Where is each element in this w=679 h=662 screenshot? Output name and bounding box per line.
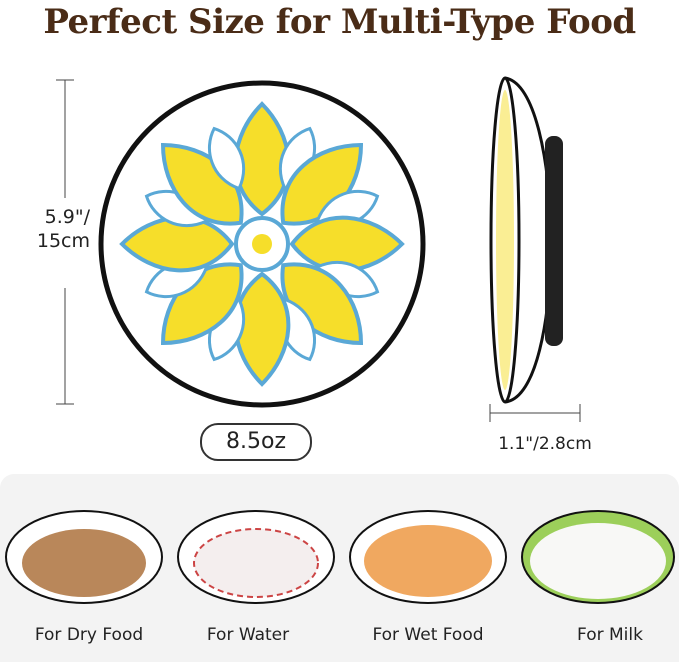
diameter-cm: 15cm [36, 230, 90, 252]
plate-side-view [489, 76, 563, 404]
diameter-dimension-line [56, 79, 74, 405]
use-label-dry-food: For Dry Food [34, 625, 144, 645]
use-label-milk: For Milk [577, 625, 643, 645]
diameter-label: 5.9"/ 15cm [20, 205, 90, 253]
height-dimension-line [489, 404, 581, 422]
plate-top-view: (function(){ const g=document.getElement… [98, 80, 426, 408]
height-label: 1.1"/2.8cm [498, 434, 592, 454]
use-label-wet-food: For Wet Food [372, 625, 484, 645]
capacity-badge: 8.5oz [200, 423, 312, 461]
milk-plate [521, 510, 675, 604]
dry-food-plate [5, 510, 163, 604]
page-title: Perfect Size for Multi-Type Food [43, 2, 636, 42]
use-label-water: For Water [206, 625, 290, 645]
water-plate [177, 510, 335, 604]
wet-food-plate [349, 510, 507, 604]
use-plates [5, 510, 675, 604]
diameter-inches: 5.9"/ [44, 206, 90, 228]
